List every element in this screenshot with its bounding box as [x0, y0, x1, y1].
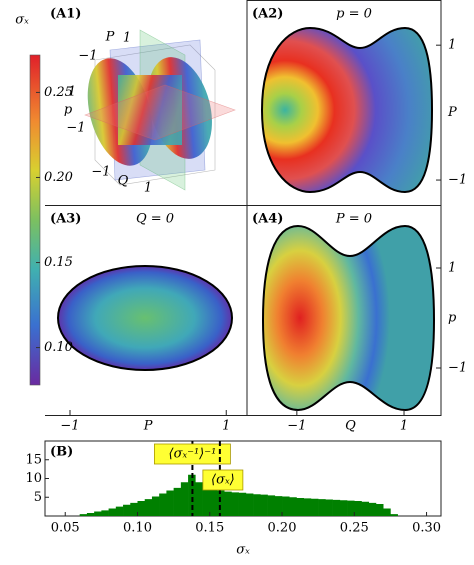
bar — [383, 508, 391, 516]
colorbar-tick-label: 0.20 — [44, 170, 73, 185]
bar — [79, 514, 88, 516]
colorbar-tick-label: 0.25 — [44, 85, 73, 100]
panel-label: (A2) — [252, 7, 283, 22]
bar — [354, 501, 362, 516]
bar — [137, 501, 146, 516]
tick-label: 1 — [144, 181, 152, 196]
bar — [159, 493, 167, 516]
x-tick-label: 1 — [222, 419, 230, 434]
heatmap-a3 — [57, 265, 233, 371]
bar — [332, 499, 341, 516]
panel-title: P = 0 — [335, 212, 372, 227]
y-axis-label: p — [448, 311, 457, 326]
marker-label: ⟨σₓ⟩ — [211, 473, 235, 488]
x-tick-label: 0.25 — [340, 521, 369, 536]
bar — [303, 498, 312, 516]
y-tick-label: 10 — [25, 471, 42, 486]
axis-label: p — [64, 103, 73, 118]
panel-title: p = 0 — [336, 7, 372, 22]
bar — [101, 510, 109, 516]
x-tick-label: −1 — [60, 419, 79, 434]
tick-label: 1 — [123, 31, 131, 46]
marker-label: ⟨σₓ⁻¹⟩⁻¹ — [169, 447, 217, 462]
bar — [390, 514, 398, 516]
bar — [267, 495, 276, 516]
bar — [180, 482, 189, 516]
colorbar-label: σₓ — [15, 13, 29, 28]
bar — [130, 502, 138, 516]
heatmap-a4 — [261, 224, 436, 412]
y-axis-label: P — [447, 105, 457, 120]
bar — [361, 501, 370, 516]
bar — [108, 508, 117, 516]
bar — [274, 496, 283, 516]
bar — [86, 513, 95, 516]
bar — [253, 494, 261, 516]
bar — [245, 493, 254, 516]
x-axis-label: Q — [345, 419, 356, 434]
bar — [151, 496, 160, 516]
bar — [202, 487, 211, 516]
bar — [347, 500, 355, 516]
bar — [195, 482, 203, 516]
tick-label: −1 — [91, 165, 110, 180]
bar — [289, 497, 297, 516]
y-tick-label: 1 — [448, 261, 456, 276]
x-tick-label: 0.30 — [412, 521, 441, 536]
bar — [94, 511, 102, 516]
heatmap-a2 — [260, 26, 434, 194]
bar — [339, 500, 348, 516]
x-tick-label: −1 — [287, 419, 306, 434]
x-axis-label: σₓ — [236, 543, 250, 558]
bar — [310, 498, 319, 516]
colorbar-tick-label: 0.15 — [44, 255, 73, 270]
surface-3d — [84, 29, 236, 191]
bar — [231, 492, 239, 516]
x-tick-label: 0.10 — [123, 521, 152, 536]
bar — [318, 499, 326, 516]
bar — [325, 499, 333, 516]
bar — [123, 504, 131, 516]
bar — [368, 502, 377, 516]
y-tick-label: 15 — [25, 452, 42, 467]
axis-label: Q — [118, 174, 129, 189]
tick-label: −1 — [66, 121, 85, 136]
bar — [282, 496, 290, 516]
marker-box — [202, 469, 244, 491]
x-tick-label: 1 — [400, 419, 408, 434]
bar — [375, 504, 384, 516]
bar — [115, 506, 124, 516]
x-tick-label: 0.05 — [51, 521, 80, 536]
y-tick-label: 1 — [448, 38, 456, 53]
panel-label: (A1) — [50, 7, 81, 22]
bar — [144, 499, 153, 516]
panel-label: (A4) — [252, 212, 283, 227]
bar — [209, 489, 218, 516]
bar — [238, 492, 247, 516]
bar — [216, 490, 225, 516]
marker-box — [154, 443, 231, 465]
x-tick-label: 0.20 — [268, 521, 297, 536]
bar — [188, 474, 196, 516]
bar — [296, 498, 305, 516]
panel-title: Q = 0 — [136, 212, 174, 227]
bar — [260, 494, 268, 516]
bar — [166, 490, 174, 516]
tick-label: 1 — [68, 85, 76, 100]
panel-label: (A3) — [50, 212, 81, 227]
colorbar — [29, 54, 41, 386]
x-axis-label: P — [143, 419, 153, 434]
y-tick-label: −1 — [448, 173, 467, 188]
x-tick-label: 0.15 — [195, 521, 224, 536]
colorbar-tick-label: 0.10 — [44, 340, 73, 355]
bar — [224, 491, 232, 516]
tick-label: −1 — [78, 49, 97, 64]
y-tick-label: 5 — [34, 490, 42, 505]
bar — [173, 487, 182, 516]
y-tick-label: −1 — [448, 361, 467, 376]
axis-label: P — [105, 30, 115, 45]
panel-label: (B) — [50, 445, 73, 460]
